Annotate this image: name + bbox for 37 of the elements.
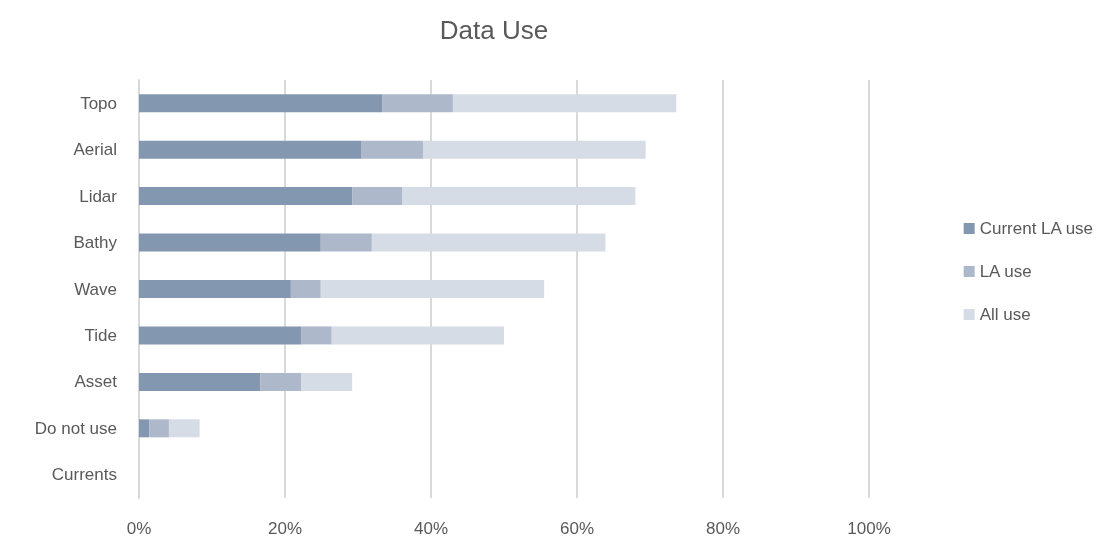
y-tick-label: Topo xyxy=(80,93,117,113)
bar xyxy=(320,233,372,252)
x-tick-label: 40% xyxy=(413,519,449,538)
x-tick-label: 60% xyxy=(559,519,595,538)
y-tick-label: Asset xyxy=(74,372,118,392)
y-tick-label: Do not use xyxy=(34,418,117,438)
legend-label: All use xyxy=(979,305,1031,324)
bar xyxy=(139,187,353,206)
bar xyxy=(139,326,302,345)
bar xyxy=(260,372,302,391)
y-tick-label: Lidar xyxy=(79,186,118,206)
legend-label: LA use xyxy=(979,262,1032,281)
chart-title: Data Use xyxy=(439,15,549,45)
bar xyxy=(139,94,383,113)
x-tick-label: 20% xyxy=(267,519,303,538)
x-tick-label: 0% xyxy=(126,519,152,538)
y-tick-label: Tide xyxy=(84,325,117,345)
bar xyxy=(168,419,200,438)
bar xyxy=(149,419,169,438)
y-tick-label: Wave xyxy=(74,279,117,299)
y-tick-label: Bathy xyxy=(73,233,118,253)
bar xyxy=(139,419,150,438)
bar xyxy=(290,280,321,298)
y-tick-label: Currents xyxy=(51,465,117,485)
y-tick-label: Aerial xyxy=(73,140,117,160)
x-tick-label: 100% xyxy=(847,519,891,538)
bar xyxy=(382,94,453,113)
x-tick-label: 80% xyxy=(705,519,741,538)
bar xyxy=(301,372,353,391)
legend-label: Current LA use xyxy=(979,219,1094,238)
bar xyxy=(361,140,423,159)
bar xyxy=(139,140,362,159)
bar xyxy=(139,233,321,252)
bar xyxy=(301,326,332,345)
bar xyxy=(139,280,291,298)
bar xyxy=(352,187,403,206)
bar xyxy=(139,372,261,391)
